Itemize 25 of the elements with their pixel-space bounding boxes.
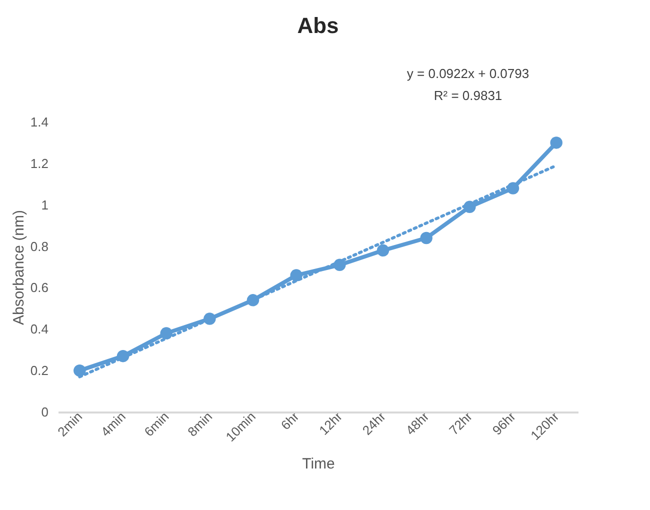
x-tick-label: 24hr	[359, 408, 389, 438]
y-tick-label: 0.2	[30, 363, 48, 378]
chart-title: Abs	[297, 13, 339, 38]
x-axis-title: Time	[302, 455, 335, 472]
y-axis-title: Absorbance (nm)	[10, 210, 28, 326]
y-tick-label: 0.4	[30, 322, 48, 337]
x-tick-label: 12hr	[316, 408, 346, 438]
x-tick-label: 72hr	[446, 408, 476, 438]
text: R² = 0.9831	[434, 88, 502, 103]
point	[74, 364, 86, 377]
x-tick-label: 6hr	[278, 408, 302, 433]
point	[550, 136, 562, 149]
y-tick-label: 1	[41, 197, 48, 212]
text: y = 0.0922x + 0.0793	[406, 66, 530, 81]
point	[376, 244, 390, 257]
x-tick-label: 96hr	[489, 408, 519, 438]
x-tick-label: 4min	[98, 408, 128, 440]
x-tick-label: 6min	[141, 408, 172, 440]
y-tick-label: 0	[41, 404, 48, 420]
y-tick-label: 1.2	[30, 156, 48, 171]
y-tick-label: 1.4	[30, 114, 48, 130]
y-tick-label: 0.8	[30, 238, 48, 254]
y-tick-label: 0.6	[30, 280, 48, 296]
point	[420, 232, 432, 244]
x-tick-label: 48hr	[402, 408, 432, 438]
